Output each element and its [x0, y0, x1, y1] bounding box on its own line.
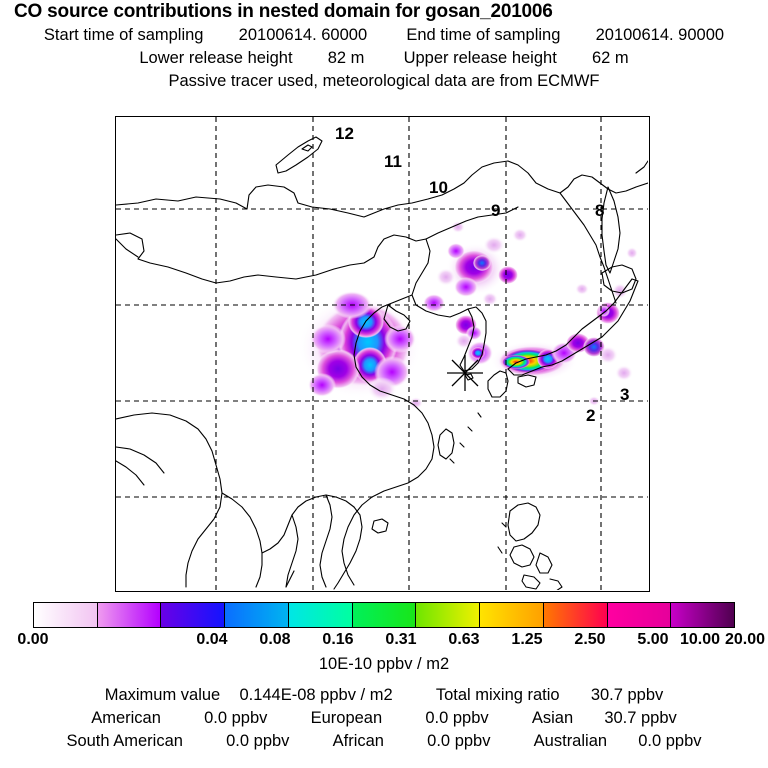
grid-label-3: 3 — [620, 385, 630, 404]
region-value: 0.0 ppbv — [638, 732, 702, 750]
colorbar-tick: 20.00 — [724, 631, 766, 648]
colorbar-tick: 0.04 — [196, 631, 228, 648]
grid-label-9: 9 — [491, 201, 501, 220]
colorbar-segment — [416, 603, 481, 627]
colorbar-tick: 0.63 — [448, 631, 480, 648]
colorbar-segment — [671, 603, 735, 627]
region-value: 0.0 ppbv — [425, 709, 489, 727]
colorbar-segment — [480, 603, 544, 627]
stats-summary-row: Maximum value 0.144E-08 ppbv / m2 Total … — [0, 684, 768, 707]
colorbar-tick: 0.16 — [322, 631, 354, 648]
stats-region-row: American 0.0 ppbv European 0.0 ppbv Asia… — [0, 707, 768, 730]
end-time-value: 20100614. 90000 — [595, 26, 725, 44]
region-name: Australian — [533, 732, 608, 750]
grid-label-8: 8 — [595, 201, 605, 220]
colorbar-tick: 1.25 — [511, 631, 543, 648]
grid-label-11: 11 — [384, 152, 402, 171]
total-mixing-ratio-label: Total mixing ratio — [435, 686, 560, 704]
header-block: CO source contributions in nested domain… — [0, 0, 768, 93]
end-time-label: End time of sampling — [406, 26, 561, 44]
region-value: 0.0 ppbv — [427, 732, 491, 750]
colorbar[interactable] — [33, 602, 735, 628]
colorbar-tick-labels: 0.00 0.04 0.08 0.16 0.31 0.63 1.25 2.50 … — [0, 631, 768, 651]
grid-label-10: 10 — [429, 178, 448, 197]
start-time-label: Start time of sampling — [43, 26, 204, 44]
colorbar-tick: 2.50 — [574, 631, 606, 648]
release-height-row: Lower release height 82 m Upper release … — [0, 47, 768, 70]
map-gridlines — [116, 117, 648, 590]
region-name: Asian — [531, 709, 574, 727]
lower-release-label: Lower release height — [139, 49, 293, 67]
colorbar-tick: 0.00 — [17, 631, 49, 648]
colorbar-segment — [607, 603, 672, 627]
max-value: 0.144E-08 ppbv / m2 — [239, 686, 393, 704]
grid-label-12: 12 — [335, 124, 354, 143]
stats-region-row: South American 0.0 ppbv African 0.0 ppbv… — [0, 730, 768, 753]
colorbar-segment — [543, 603, 608, 627]
map-canvas — [116, 117, 648, 590]
tracer-note: Passive tracer used, meteorological data… — [168, 72, 600, 90]
grid-label-2: 2 — [586, 406, 596, 425]
region-value: 0.0 ppbv — [226, 732, 290, 750]
region-name: African — [332, 732, 384, 750]
upper-release-label: Upper release height — [403, 49, 557, 67]
page-title: CO source contributions in nested domain… — [14, 1, 553, 22]
colorbar-unit-label: 10E-10 ppbv / m2 — [318, 655, 450, 673]
region-value: 30.7 ppbv — [604, 709, 677, 727]
colorbar-tick: 5.00 — [637, 631, 669, 648]
colorbar-gradient-strip — [33, 602, 735, 628]
colorbar-segment — [161, 603, 226, 627]
colorbar-segment — [34, 603, 98, 627]
lower-release-value: 82 m — [327, 49, 365, 67]
release-site-star[interactable] — [447, 355, 483, 391]
sampling-time-row: Start time of sampling 20100614. 60000 E… — [0, 24, 768, 47]
statistics-block: Maximum value 0.144E-08 ppbv / m2 Total … — [0, 684, 768, 753]
colorbar-tick: 10.00 — [679, 631, 721, 648]
map-panel[interactable]: 12 11 10 9 8 3 2 — [115, 116, 650, 592]
max-value-label: Maximum value — [104, 686, 221, 704]
colorbar-tick: 0.08 — [259, 631, 291, 648]
total-mixing-ratio-value: 30.7 ppbv — [590, 686, 664, 704]
colorbar-segment — [97, 603, 162, 627]
region-name: European — [310, 709, 383, 727]
region-value: 0.0 ppbv — [204, 709, 268, 727]
colorbar-segment — [225, 603, 289, 627]
region-name: South American — [66, 732, 183, 750]
start-time-value: 20100614. 60000 — [238, 26, 368, 44]
concentration-field — [298, 221, 638, 409]
coastline-layer — [116, 136, 648, 590]
colorbar-segment — [352, 603, 417, 627]
colorbar-tick: 0.31 — [385, 631, 417, 648]
upper-release-value: 62 m — [591, 49, 629, 67]
colorbar-segment — [288, 603, 353, 627]
region-name: American — [91, 709, 161, 727]
